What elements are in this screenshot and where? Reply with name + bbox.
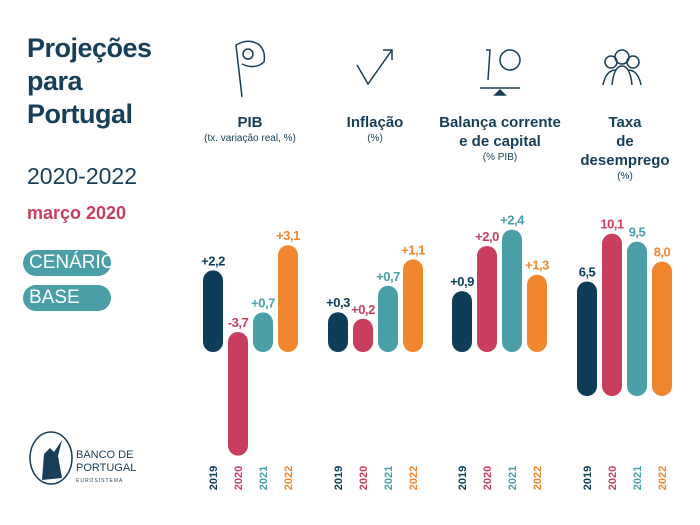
bar-2019 [577, 281, 597, 396]
year-label: 2022 [283, 466, 295, 490]
data-label: +0,7 [376, 269, 400, 284]
header-desemprego: Taxa de desemprego (%) [570, 113, 680, 183]
header-balanca: Balança corrente e de capital (% PIB) [435, 113, 565, 164]
year-label: 2022 [408, 466, 420, 490]
bar-2021 [378, 285, 398, 352]
bar-2021 [253, 312, 273, 352]
year-label: 2020 [233, 466, 245, 490]
year-label: 2021 [632, 466, 644, 490]
title-line: para [27, 66, 83, 96]
year-label: 2021 [507, 466, 519, 490]
data-label: +0,9 [450, 274, 474, 289]
year-label: 2019 [457, 466, 469, 490]
year-label: 2021 [383, 466, 395, 490]
bar-2022 [278, 245, 298, 352]
data-label: +0,2 [351, 302, 375, 317]
year-label: 2019 [582, 466, 594, 490]
data-label: +2,2 [201, 253, 225, 268]
flag-icon [235, 40, 266, 98]
chart-subtitle: (% PIB) [482, 152, 518, 163]
logo-text: BANCO DE PORTUGAL EUROSISTEMA [76, 449, 136, 488]
bar-2020 [228, 332, 248, 456]
data-label: +3,1 [276, 228, 300, 243]
data-label: +2,4 [500, 213, 525, 228]
data-label: +0,7 [251, 295, 275, 310]
people-icon [602, 49, 642, 86]
year-label: 2020 [482, 466, 494, 490]
date: março 2020 [27, 203, 127, 223]
chart-title: PIB [237, 114, 263, 131]
data-label: 8,0 [654, 245, 671, 260]
data-label: +1,1 [401, 242, 425, 257]
year-label: 2019 [208, 466, 220, 490]
header-inflacao: Inflação (%) [320, 113, 430, 145]
logo-line: EUROSISTEMA [76, 478, 124, 484]
data-label: 10,1 [600, 217, 624, 232]
scenario-badge: CENÁRIO [23, 250, 116, 276]
year-label: 2021 [258, 466, 270, 490]
year-label: 2020 [607, 466, 619, 490]
chart-title: de desemprego [580, 133, 670, 169]
banco-de-portugal-logo [29, 431, 73, 485]
bar-2019 [328, 312, 348, 352]
balance-globe-icon [480, 49, 521, 96]
bar-2020 [477, 246, 497, 352]
bar-2019 [452, 291, 472, 352]
bar-2022 [403, 259, 423, 352]
bar-2021 [627, 241, 647, 396]
chart-title: e de capital [459, 133, 541, 150]
data-label: -3,7 [228, 315, 249, 330]
bar-2019 [203, 270, 223, 352]
data-label: 9,5 [629, 225, 646, 240]
data-label: +0,3 [326, 295, 350, 310]
chart-title: Inflação [346, 114, 404, 131]
data-label: 6,5 [579, 265, 596, 280]
data-label: +2,0 [475, 229, 499, 244]
title-line: Portugal [27, 99, 133, 129]
chart-title: Taxa [608, 114, 642, 131]
bar-2021 [502, 229, 522, 352]
year-label: 2022 [657, 466, 669, 490]
bar-2022 [527, 274, 547, 352]
bar-2022 [652, 261, 672, 396]
year-label: 2020 [358, 466, 370, 490]
year-label: 2022 [532, 466, 544, 490]
chart-subtitle: (tx. variação real, %) [204, 133, 296, 144]
title-line: Projeções [27, 33, 152, 63]
data-label: +1,3 [525, 258, 549, 273]
scenario-badge: BASE [23, 285, 111, 311]
trend-up-icon [356, 49, 393, 86]
bar-2020 [353, 318, 373, 352]
chart-title: Balança corrente [439, 114, 561, 131]
header-pib: PIB (tx. variação real, %) [190, 113, 310, 145]
bar-2020 [602, 233, 622, 396]
chart-subtitle: (%) [617, 171, 633, 182]
logo-line: BANCO DE [76, 449, 134, 461]
chart-subtitle: (%) [367, 133, 383, 144]
page-title: Projeções para Portugal [27, 32, 152, 131]
year-label: 2019 [333, 466, 345, 490]
logo-line: PORTUGAL [76, 462, 137, 474]
period: 2020-2022 [27, 163, 137, 189]
